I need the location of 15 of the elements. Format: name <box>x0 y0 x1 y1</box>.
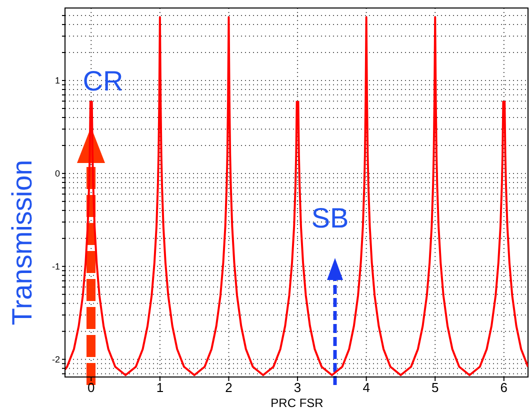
annotation: SB <box>311 202 349 234</box>
annotation: CR <box>82 66 124 96</box>
x-axis-title: PRC FSR <box>270 396 324 410</box>
y-tick-label: 0 <box>54 168 60 179</box>
y-tick-label: 1 <box>54 76 60 86</box>
x-tick-label: 3 <box>294 380 302 396</box>
x-tick-label: 2 <box>225 380 232 396</box>
y-tick-label: -2 <box>52 354 60 365</box>
y-tick-label: -1 <box>52 262 60 272</box>
y-axis-title: Transmission <box>6 160 38 326</box>
x-tick-label: 1 <box>156 380 164 396</box>
x-tick-label: 4 <box>362 380 370 396</box>
x-tick-label: 0 <box>88 380 95 396</box>
x-tick-label: 6 <box>500 380 508 396</box>
x-tick-label: 5 <box>432 380 439 396</box>
